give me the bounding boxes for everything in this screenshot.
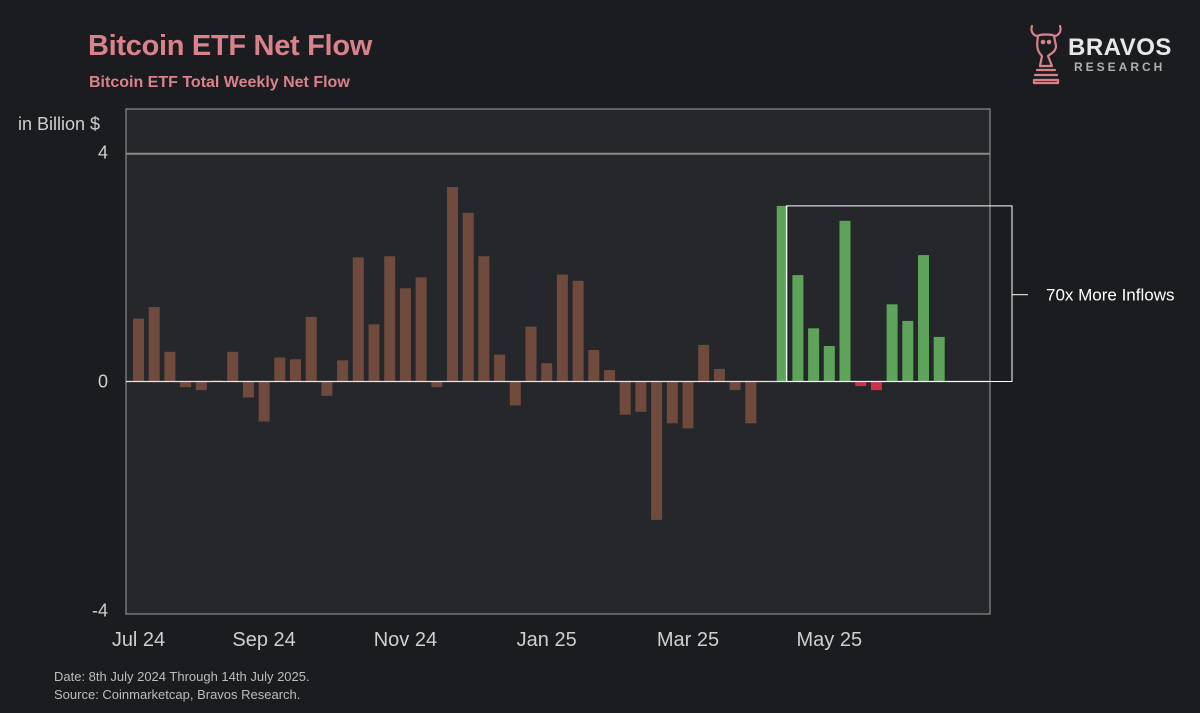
bar-week-18: [399, 288, 411, 382]
bar-week-19: [415, 277, 427, 382]
chart-subtitle: Bitcoin ETF Total Weekly Net Flow: [89, 74, 350, 91]
bar-week-12: [305, 316, 317, 382]
bar-week-38: [713, 368, 725, 382]
bar-week-40: [745, 381, 757, 424]
annotation-label: 70x More Inflows: [1046, 286, 1175, 305]
bar-week-33: [635, 381, 647, 412]
bar-week-16: [368, 324, 380, 382]
bar-week-30: [588, 350, 600, 382]
bar-week-25: [509, 381, 521, 406]
bar-week-47: [855, 381, 867, 387]
brand-logo: BRAVOS RESEARCH: [1026, 20, 1186, 90]
bar-week-36: [682, 381, 694, 429]
bar-week-1: [133, 318, 144, 382]
bar-week-22: [462, 212, 474, 382]
x-tick-label: May 25: [797, 629, 863, 651]
bar-week-8: [242, 381, 254, 398]
x-tick-label: Sep 24: [232, 629, 295, 651]
footnote: Date: 8th July 2024 Through 14th July 20…: [54, 668, 310, 704]
x-tick-label: Nov 24: [374, 629, 437, 651]
y-axis-label: in Billion $: [18, 114, 100, 134]
source-note: Source: Coinmarketcap, Bravos Research.: [54, 687, 301, 702]
bar-week-7: [227, 351, 239, 382]
bar-week-24: [494, 354, 506, 382]
date-range-note: Date: 8th July 2024 Through 14th July 20…: [54, 669, 310, 684]
bar-week-20: [431, 381, 443, 388]
y-tick-0: 0: [98, 372, 108, 392]
bar-week-15: [352, 257, 364, 382]
y-tick-4: 4: [98, 143, 108, 163]
bar-week-44: [808, 328, 820, 382]
brand-tagline: RESEARCH: [1074, 60, 1166, 74]
bar-week-5: [195, 381, 207, 391]
bar-week-45: [823, 346, 835, 382]
x-tick-label: Mar 25: [657, 629, 719, 651]
bar-week-4: [180, 381, 192, 388]
bar-week-43: [792, 275, 804, 382]
bar-week-2: [148, 307, 160, 382]
bar-week-23: [478, 256, 490, 382]
x-tick-label: Jul 24: [112, 629, 165, 651]
bar-week-11: [290, 359, 301, 382]
bar-week-42: [776, 205, 788, 382]
bar-week-32: [619, 381, 631, 415]
bar-week-10: [274, 357, 286, 382]
bar-week-35: [666, 381, 678, 424]
bar-week-21: [447, 187, 458, 382]
bar-week-3: [164, 351, 176, 382]
bar-week-37: [698, 344, 710, 382]
bar-week-14: [337, 360, 349, 382]
bar-week-17: [384, 256, 396, 382]
bull-chess-knight-icon: [1030, 24, 1062, 85]
bar-week-51: [918, 255, 929, 382]
bars-group: [133, 187, 945, 520]
bar-week-52: [933, 336, 945, 382]
bar-week-27: [541, 363, 553, 382]
y-tick-labels: 4 0 -4: [92, 143, 108, 621]
bar-week-48: [870, 381, 882, 391]
bar-week-26: [525, 326, 537, 382]
annotation-group: 70x More Inflows: [785, 205, 1175, 382]
annotation-box: [785, 205, 1013, 382]
bar-week-31: [604, 370, 615, 382]
x-tick-label: Jan 25: [517, 629, 577, 651]
bar-week-34: [651, 381, 663, 520]
y-tick--4: -4: [92, 600, 108, 620]
bar-week-13: [321, 381, 333, 396]
bar-week-28: [556, 274, 568, 382]
bar-week-29: [572, 280, 584, 382]
brand-name: BRAVOS: [1068, 34, 1172, 61]
x-tick-labels: Jul 24 Sep 24 Nov 24 Jan 25 Mar 25 May 25: [112, 629, 862, 651]
bar-week-46: [839, 220, 851, 382]
bar-week-49: [886, 304, 898, 382]
chart-title: Bitcoin ETF Net Flow: [88, 30, 372, 62]
bar-week-50: [902, 320, 914, 382]
bar-week-9: [258, 381, 270, 422]
bar-week-39: [729, 381, 741, 391]
